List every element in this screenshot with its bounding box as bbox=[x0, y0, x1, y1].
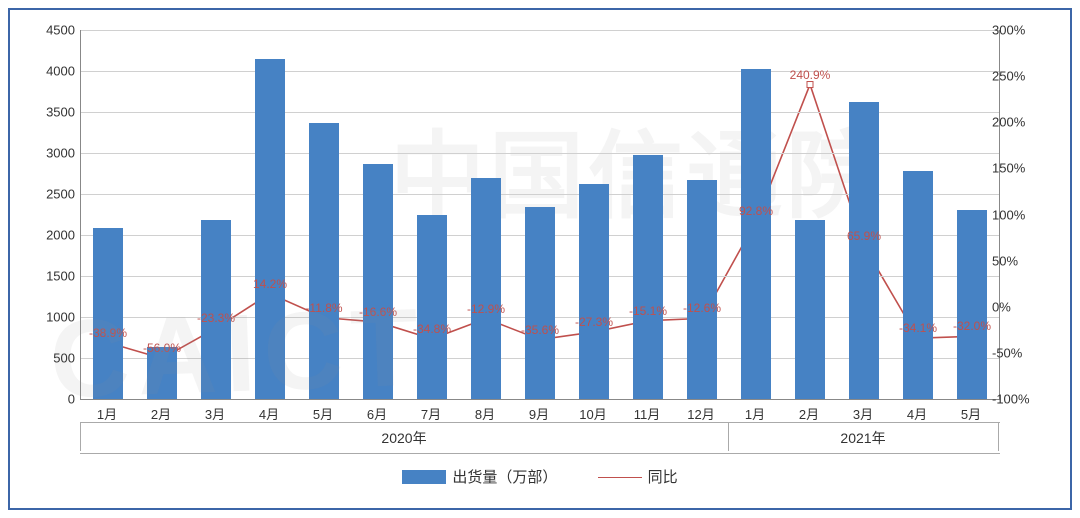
chart-frame: 中国信通院 -38.9%-56.0%-23.3%14.2%-11.8%-16.6… bbox=[8, 8, 1072, 510]
bar bbox=[363, 164, 393, 399]
year-group-label: 2021年 bbox=[840, 428, 885, 448]
x-tick-label: 11月 bbox=[622, 404, 672, 423]
y-left-tick: 3000 bbox=[20, 146, 75, 161]
year-group-label: 2020年 bbox=[381, 428, 426, 448]
y-left-tick: 1000 bbox=[20, 310, 75, 325]
legend-bar-label: 出货量（万部） bbox=[452, 466, 557, 487]
y-left-tick: 1500 bbox=[20, 269, 75, 284]
y-right-tick: 300% bbox=[992, 23, 1052, 38]
line-point-label: -12.6% bbox=[683, 302, 721, 316]
bar bbox=[93, 228, 123, 399]
bar bbox=[741, 69, 771, 399]
bar bbox=[417, 215, 447, 400]
y-left-tick: 0 bbox=[20, 392, 75, 407]
y-left-tick: 4000 bbox=[20, 64, 75, 79]
line-point-label: -38.9% bbox=[89, 326, 127, 340]
y-left-tick: 4500 bbox=[20, 23, 75, 38]
bar bbox=[309, 123, 339, 399]
x-tick-label: 8月 bbox=[460, 404, 510, 423]
y-left-tick: 500 bbox=[20, 351, 75, 366]
x-tick-label: 12月 bbox=[676, 404, 726, 423]
bar bbox=[255, 59, 285, 399]
bar bbox=[579, 184, 609, 399]
x-tick-label: 4月 bbox=[892, 404, 942, 423]
year-separator bbox=[80, 423, 81, 451]
y-left-tick: 2000 bbox=[20, 228, 75, 243]
bar-swatch-icon bbox=[402, 470, 446, 484]
plot-area: -38.9% -56.0% -23.3% 14.2% -11.8% -16.6% -34.8… bbox=[80, 30, 1000, 400]
x-tick-label: 1月 bbox=[730, 404, 780, 423]
line-point-label: -32.0% bbox=[953, 319, 991, 333]
bar bbox=[957, 210, 987, 399]
bar bbox=[525, 207, 555, 399]
line-swatch-icon bbox=[598, 470, 642, 484]
grid-line bbox=[81, 71, 999, 72]
x-tick-label: 6月 bbox=[352, 404, 402, 423]
year-separator bbox=[998, 423, 999, 451]
legend-line-label: 同比 bbox=[648, 466, 678, 487]
x-tick-label: 4月 bbox=[244, 404, 294, 423]
legend-line: 同比 bbox=[598, 466, 678, 487]
x-tick-label: 3月 bbox=[838, 404, 888, 423]
line-point-label: 14.2% bbox=[253, 277, 287, 291]
line-point-label: 65.9% bbox=[847, 229, 881, 243]
x-tick-label: 5月 bbox=[946, 404, 996, 423]
legend: 出货量（万部） 同比 bbox=[10, 466, 1070, 488]
x-tick-label: 10月 bbox=[568, 404, 618, 423]
year-separator bbox=[728, 423, 729, 451]
line-point-label: -15.1% bbox=[629, 304, 667, 318]
y-right-tick: -50% bbox=[992, 345, 1052, 360]
line-point-label: -12.9% bbox=[467, 302, 505, 316]
line-point-label: 240.9% bbox=[790, 68, 831, 82]
y-right-tick: 50% bbox=[992, 253, 1052, 268]
x-tick-label: 9月 bbox=[514, 404, 564, 423]
bar bbox=[471, 178, 501, 399]
x-tick-label: 2月 bbox=[784, 404, 834, 423]
x-tick-label: 1月 bbox=[82, 404, 132, 423]
y-right-tick: -100% bbox=[992, 392, 1052, 407]
bar bbox=[201, 220, 231, 399]
line-point-label: -34.8% bbox=[413, 322, 451, 336]
y-right-tick: 250% bbox=[992, 69, 1052, 84]
x-tick-label: 3月 bbox=[190, 404, 240, 423]
line-point-label: -27.3% bbox=[575, 315, 613, 329]
legend-bar: 出货量（万部） bbox=[402, 466, 557, 487]
grid-line bbox=[81, 30, 999, 31]
line-point-label: -23.3% bbox=[197, 311, 235, 325]
x-tick-label: 5月 bbox=[298, 404, 348, 423]
line-marker bbox=[807, 82, 813, 88]
line-point-label: -11.8% bbox=[305, 301, 342, 315]
y-right-tick: 100% bbox=[992, 207, 1052, 222]
x-tick-label: 7月 bbox=[406, 404, 456, 423]
bar bbox=[903, 171, 933, 399]
y-right-tick: 150% bbox=[992, 161, 1052, 176]
bar bbox=[633, 155, 663, 399]
bar bbox=[687, 180, 717, 399]
y-right-tick: 0% bbox=[992, 299, 1052, 314]
x-tick-label: 2月 bbox=[136, 404, 186, 423]
y-left-tick: 2500 bbox=[20, 187, 75, 202]
line-point-label: -35.6% bbox=[521, 323, 559, 337]
y-left-tick: 3500 bbox=[20, 105, 75, 120]
bar bbox=[795, 220, 825, 399]
line-point-label: -16.6% bbox=[359, 305, 397, 319]
bar bbox=[849, 102, 879, 399]
line-point-label: -56.0% bbox=[143, 342, 181, 356]
line-point-label: -34.1% bbox=[899, 321, 937, 335]
y-right-tick: 200% bbox=[992, 115, 1052, 130]
line-point-label: 92.8% bbox=[739, 204, 773, 218]
